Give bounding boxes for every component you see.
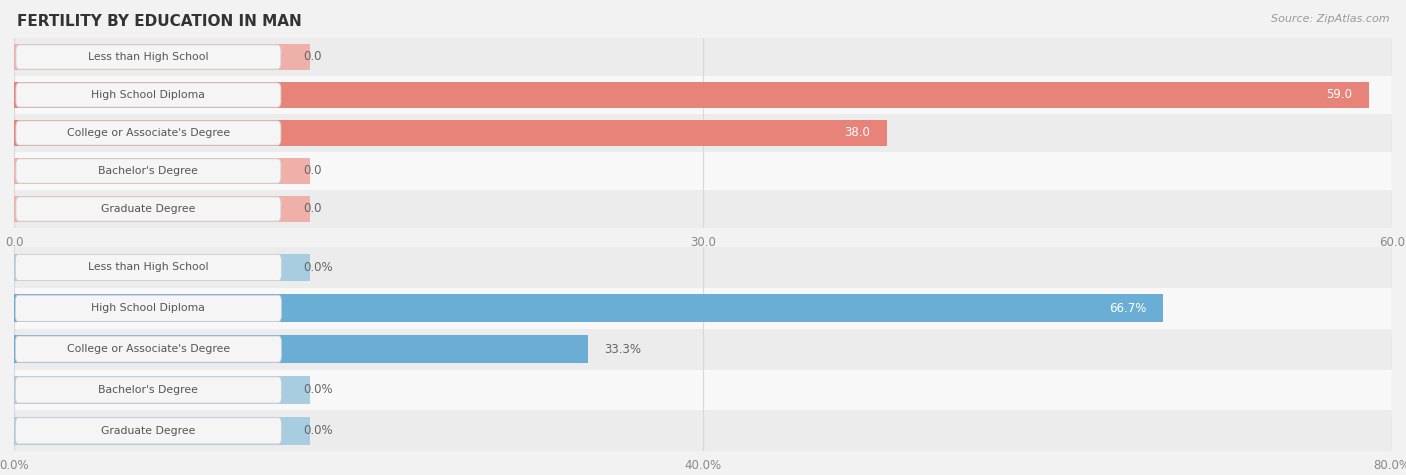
Text: Graduate Degree: Graduate Degree	[101, 204, 195, 214]
Text: College or Associate's Degree: College or Associate's Degree	[67, 128, 231, 138]
Bar	[14, 417, 309, 445]
Text: 0.0%: 0.0%	[304, 383, 333, 397]
Text: College or Associate's Degree: College or Associate's Degree	[67, 344, 231, 354]
Bar	[14, 190, 1392, 228]
FancyBboxPatch shape	[15, 197, 281, 221]
FancyBboxPatch shape	[15, 377, 281, 403]
Bar	[14, 196, 309, 222]
Text: Less than High School: Less than High School	[89, 262, 208, 273]
Bar	[14, 288, 1392, 329]
FancyBboxPatch shape	[15, 254, 281, 281]
Text: FERTILITY BY EDUCATION IN MAN: FERTILITY BY EDUCATION IN MAN	[17, 14, 302, 29]
Bar	[14, 158, 309, 184]
Text: 59.0: 59.0	[1326, 88, 1353, 102]
Text: 0.0: 0.0	[304, 202, 322, 216]
Bar	[14, 254, 309, 281]
Bar	[14, 247, 1392, 288]
Text: Source: ZipAtlas.com: Source: ZipAtlas.com	[1271, 14, 1389, 24]
Bar	[14, 82, 1369, 108]
FancyBboxPatch shape	[15, 295, 281, 322]
Bar	[14, 152, 1392, 190]
Bar	[14, 370, 1392, 410]
Text: 0.0: 0.0	[304, 50, 322, 64]
FancyBboxPatch shape	[15, 121, 281, 145]
Bar	[14, 44, 309, 70]
Text: Bachelor's Degree: Bachelor's Degree	[98, 385, 198, 395]
Text: 38.0: 38.0	[845, 126, 870, 140]
Bar	[14, 114, 1392, 152]
Text: High School Diploma: High School Diploma	[91, 303, 205, 314]
Text: 0.0%: 0.0%	[304, 261, 333, 274]
Bar	[14, 410, 1392, 451]
Text: Less than High School: Less than High School	[89, 52, 208, 62]
Bar	[14, 335, 588, 363]
Text: Bachelor's Degree: Bachelor's Degree	[98, 166, 198, 176]
FancyBboxPatch shape	[15, 45, 281, 69]
Text: 0.0%: 0.0%	[304, 424, 333, 437]
Text: High School Diploma: High School Diploma	[91, 90, 205, 100]
Bar	[14, 38, 1392, 76]
FancyBboxPatch shape	[15, 159, 281, 183]
Bar	[14, 376, 309, 404]
FancyBboxPatch shape	[15, 336, 281, 362]
Bar	[14, 120, 887, 146]
Text: Graduate Degree: Graduate Degree	[101, 426, 195, 436]
Text: 66.7%: 66.7%	[1109, 302, 1146, 315]
Text: 0.0: 0.0	[304, 164, 322, 178]
FancyBboxPatch shape	[15, 83, 281, 107]
Text: 33.3%: 33.3%	[605, 342, 641, 356]
FancyBboxPatch shape	[15, 418, 281, 444]
Bar	[14, 294, 1163, 322]
Bar	[14, 76, 1392, 114]
Bar	[14, 329, 1392, 370]
